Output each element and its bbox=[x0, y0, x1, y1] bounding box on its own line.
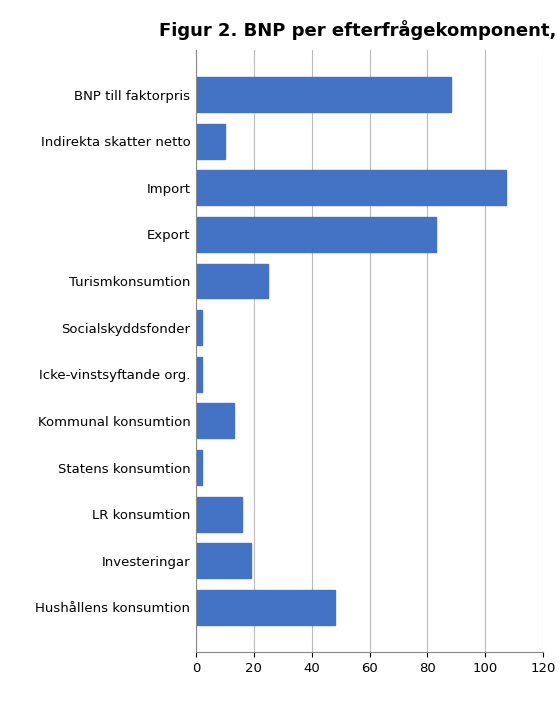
Bar bbox=[196, 77, 451, 112]
Bar bbox=[196, 310, 202, 345]
Bar bbox=[196, 170, 506, 205]
Bar bbox=[196, 403, 234, 438]
Title: Figur 2. BNP per efterfrågekomponent, %: Figur 2. BNP per efterfrågekomponent, % bbox=[158, 20, 560, 40]
Bar bbox=[196, 264, 268, 298]
Bar bbox=[196, 357, 202, 392]
Bar bbox=[196, 123, 225, 159]
Bar bbox=[196, 543, 251, 579]
Bar bbox=[196, 590, 335, 625]
Bar bbox=[196, 497, 242, 532]
Bar bbox=[196, 217, 436, 252]
Bar bbox=[196, 450, 202, 485]
